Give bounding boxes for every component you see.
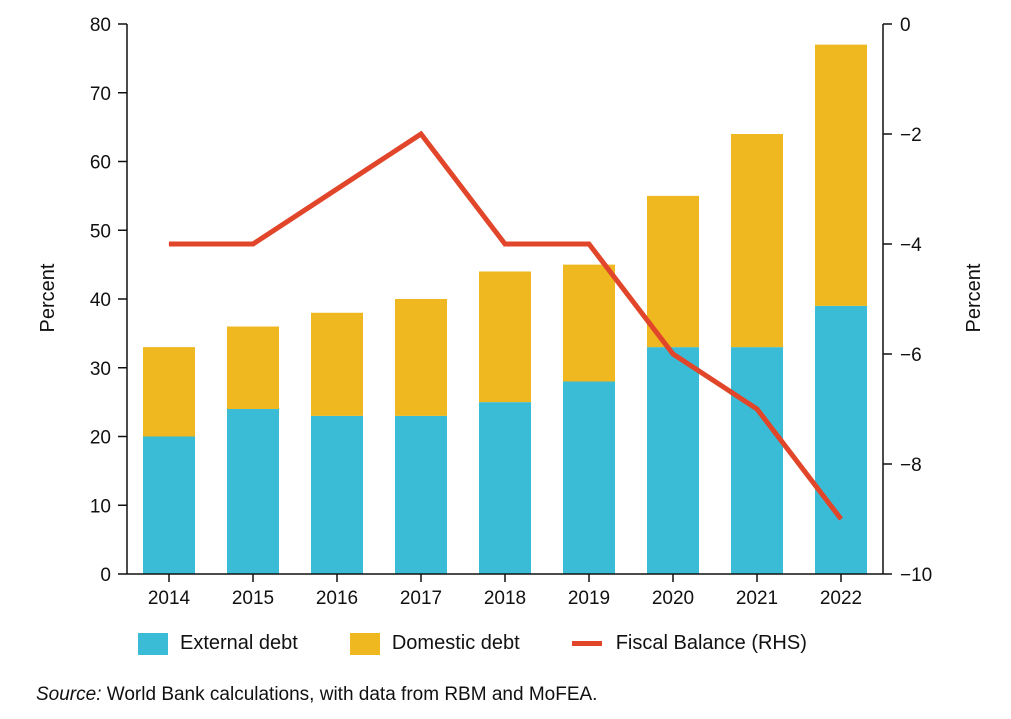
- bar-external-2017: [395, 415, 447, 574]
- bar-domestic-2021: [731, 134, 783, 348]
- x-tick-label-2022: 2022: [820, 588, 862, 609]
- fiscal-point-2017: [420, 133, 422, 135]
- x-tick-label-2018: 2018: [484, 588, 526, 609]
- source-text: World Bank calculations, with data from …: [101, 684, 598, 705]
- source-prefix: Source:: [36, 684, 102, 705]
- bar-external-2019: [563, 381, 615, 574]
- bar-external-2020: [647, 347, 699, 574]
- legend-item-domestic: Domestic debt: [349, 632, 520, 655]
- fiscal-point-2015: [252, 243, 254, 245]
- bar-domestic-2019: [563, 264, 615, 382]
- legend: External debt Domestic debt Fiscal Balan…: [138, 632, 859, 655]
- y-right-tick-label-1: −2: [900, 125, 922, 146]
- y-right-axis-title: Percent: [963, 263, 985, 332]
- bars-layer: [143, 44, 867, 574]
- y-left-axis-title: Percent: [37, 263, 59, 332]
- y-left-tick-label-20: 20: [90, 428, 111, 449]
- fiscal-point-2014: [168, 243, 170, 245]
- legend-swatch-external: [138, 632, 168, 655]
- x-tick-label-2019: 2019: [568, 588, 610, 609]
- bar-domestic-2017: [395, 299, 447, 416]
- fiscal-point-2019: [588, 243, 590, 245]
- bar-external-2022: [815, 305, 867, 574]
- y-left-tick-label-40: 40: [90, 290, 111, 311]
- fiscal-point-2020: [672, 353, 674, 355]
- legend-label-external: External debt: [180, 632, 298, 654]
- fiscal-point-2018: [504, 243, 506, 245]
- bar-domestic-2016: [311, 312, 363, 416]
- y-left-tick-label-10: 10: [90, 496, 111, 517]
- bar-external-2018: [479, 402, 531, 574]
- line-layer: [168, 130, 843, 521]
- bar-external-2016: [311, 415, 363, 574]
- y-left-tick-label-60: 60: [90, 153, 111, 174]
- legend-label-domestic: Domestic debt: [391, 632, 520, 654]
- bar-domestic-2014: [143, 347, 195, 437]
- legend-swatch-fiscal: [571, 641, 602, 646]
- bar-external-2015: [227, 409, 279, 574]
- y-left-tick-label-30: 30: [90, 359, 111, 380]
- y-left-tick-label-0: 0: [100, 565, 111, 586]
- y-right-tick-label-5: −10: [900, 565, 932, 586]
- chart: 0 10 20 30 40 50 60 70 80 0 −2 −4 −6 −8 −10 2014 2015 201…: [37, 15, 985, 609]
- y-left-tick-label-70: 70: [90, 84, 111, 105]
- bar-domestic-2018: [479, 271, 531, 403]
- y-right-tick-label-2: −4: [900, 235, 922, 256]
- y-right-tick-label-4: −8: [900, 455, 922, 476]
- x-tick-label-2017: 2017: [400, 588, 442, 609]
- legend-item-fiscal: Fiscal Balance (RHS): [571, 632, 807, 655]
- x-tick-label-2021: 2021: [736, 588, 778, 609]
- bar-external-2021: [731, 347, 783, 574]
- y-right-tick-label-0: 0: [900, 15, 911, 36]
- y-right-tick-label-3: −6: [900, 345, 922, 366]
- fiscal-point-2022: [840, 518, 842, 520]
- x-tick-label-2014: 2014: [148, 588, 191, 609]
- legend-label-fiscal: Fiscal Balance (RHS): [615, 632, 807, 654]
- bar-domestic-2022: [815, 44, 867, 306]
- legend-item-external: External debt: [138, 632, 298, 655]
- y-left-tick-label-80: 80: [90, 15, 111, 36]
- fiscal-point-2016: [336, 188, 338, 190]
- legend-swatch-domestic: [349, 632, 380, 655]
- x-tick-label-2020: 2020: [652, 588, 694, 609]
- source-note: Source: World Bank calculations, with da…: [36, 684, 597, 706]
- bar-external-2014: [143, 436, 195, 574]
- fiscal-point-2021: [756, 408, 758, 410]
- bar-domestic-2020: [647, 195, 699, 348]
- bar-domestic-2015: [227, 326, 279, 409]
- x-tick-label-2015: 2015: [232, 588, 274, 609]
- x-tick-label-2016: 2016: [316, 588, 358, 609]
- axes-layer: 0 10 20 30 40 50 60 70 80 0 −2 −4 −6 −8 −10 2014 2015 201…: [90, 15, 932, 609]
- y-left-tick-label-50: 50: [90, 221, 111, 242]
